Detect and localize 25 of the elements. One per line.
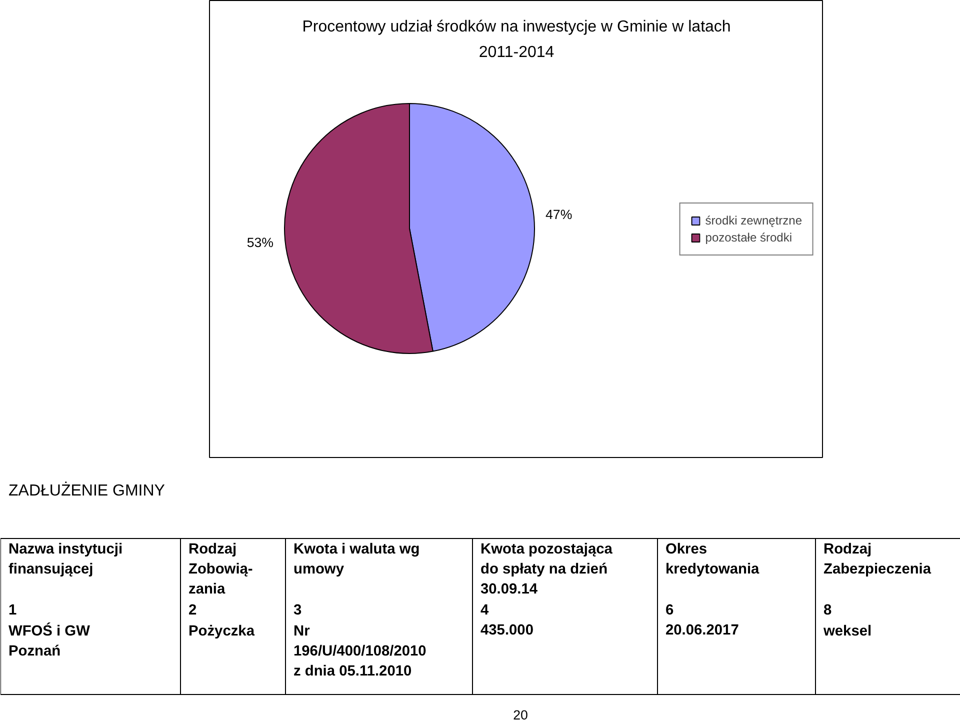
text: 435.000 (480, 622, 534, 638)
legend-label: środki zewnętrzne (705, 214, 802, 228)
text: weksel (822, 624, 872, 640)
text: 20.06.2017 (666, 622, 739, 638)
text: WFOŚ i GW Poznań (8, 622, 90, 660)
text: 6 (666, 602, 674, 618)
text: Kwota i waluta wg umowy (294, 542, 420, 578)
text: ZADŁUŻENIE GMINY (8, 482, 166, 500)
text: Rodzaj Zobowią- zania (188, 542, 253, 598)
text: Rodzaj Zabezpieczenia (824, 542, 932, 578)
text: Nazwa instytucji finansującej (8, 542, 123, 578)
legend-label: pozostałe środki (705, 230, 792, 244)
text: Okres kredytowania (666, 542, 760, 578)
data-label: 53% (246, 235, 274, 250)
text: 20 (513, 708, 528, 722)
text: 2 (188, 602, 197, 618)
text: 1 (8, 602, 17, 618)
text: 4 (480, 602, 490, 618)
text: 8 (824, 602, 832, 618)
text: Pożyczka (188, 624, 256, 640)
text: Nr 196/U/400/108/2010 z dnia 05.11.2010 (294, 624, 426, 680)
chart-title: Procentowy udział środków na inwestycje w Gminie w latach 2011-2014 (302, 18, 731, 61)
data-label: 47% (545, 206, 572, 222)
text: Kwota pozostająca do spłaty na dzień 30.09.14 (480, 542, 614, 598)
text: 3 (294, 602, 302, 618)
